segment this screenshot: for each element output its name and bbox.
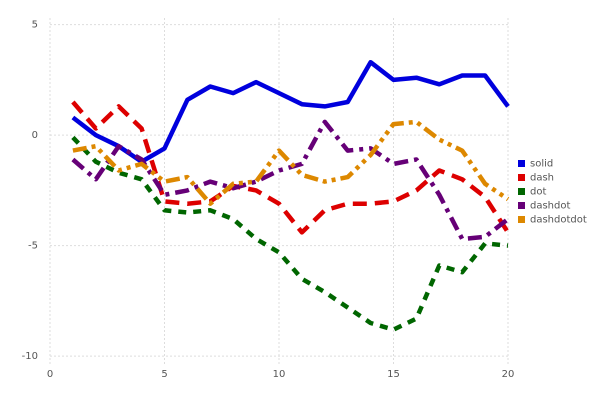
- x-tick-label: 20: [502, 369, 515, 380]
- line: [71, 59, 510, 164]
- x-tick-label: 5: [161, 369, 167, 380]
- legend-label: dashdot: [530, 201, 570, 212]
- legend-swatch: [518, 188, 525, 195]
- legend-swatch: [518, 174, 525, 181]
- legend-swatch: [518, 160, 525, 167]
- legend-label: dashdotdot: [530, 215, 587, 226]
- line: [71, 119, 510, 242]
- line: [71, 100, 510, 235]
- legend-label: dash: [530, 173, 554, 184]
- x-tick-label: 10: [273, 369, 286, 380]
- legend-swatch: [518, 202, 525, 209]
- legend-label: solid: [530, 159, 553, 170]
- legend-swatch: [518, 216, 525, 223]
- line: [72, 119, 510, 206]
- y-tick-label: 0: [32, 130, 38, 141]
- legend-label: dot: [530, 187, 546, 198]
- y-tick-label: -10: [22, 351, 38, 362]
- x-tick-label: 15: [387, 369, 400, 380]
- y-tick-label: 5: [32, 20, 38, 31]
- x-tick-label: 0: [47, 369, 53, 380]
- y-tick-label: -5: [28, 241, 38, 252]
